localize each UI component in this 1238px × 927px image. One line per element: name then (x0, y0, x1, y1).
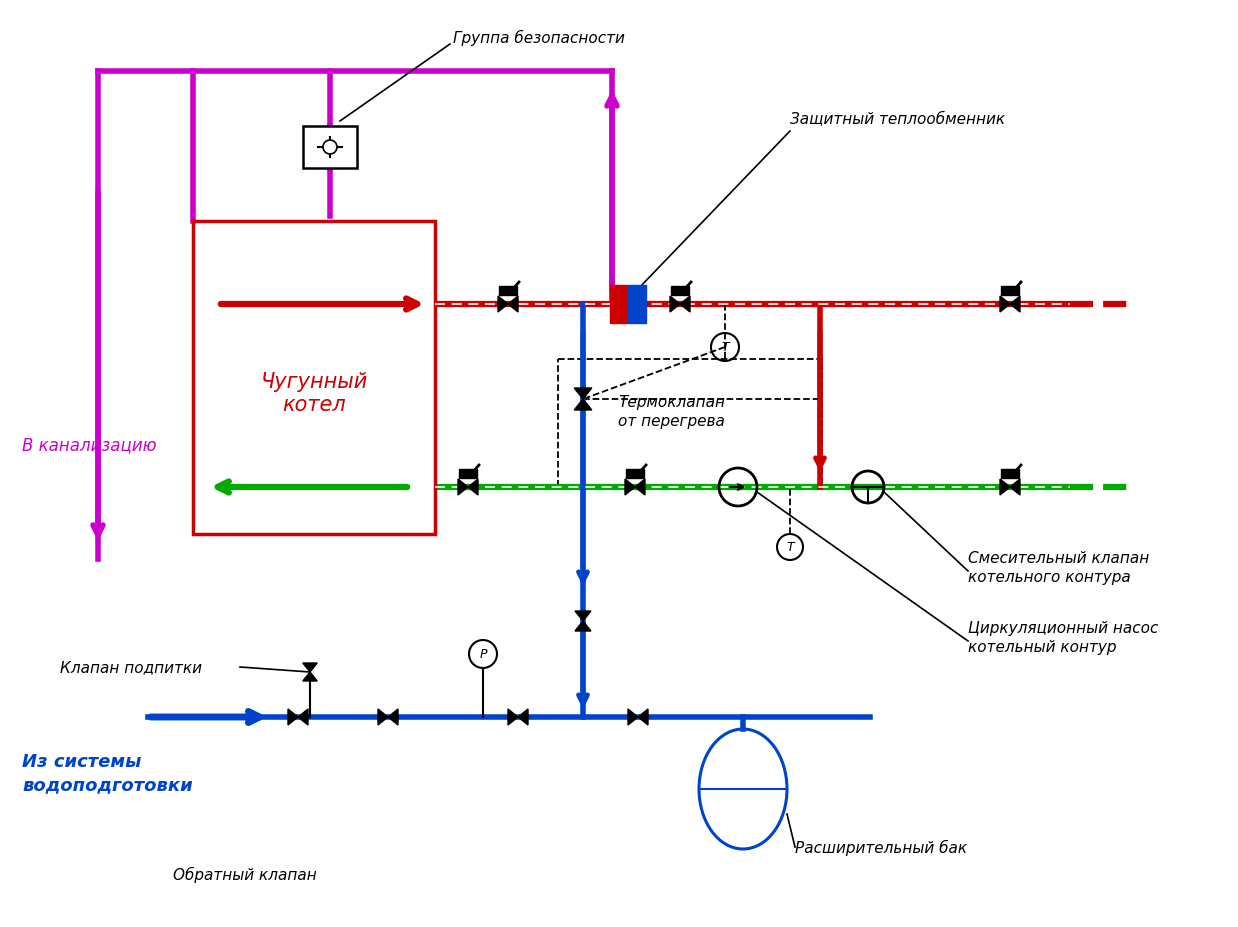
Polygon shape (298, 709, 308, 725)
Polygon shape (574, 621, 591, 631)
Polygon shape (574, 611, 591, 621)
Circle shape (323, 141, 337, 155)
Bar (1002, 286, 1019, 295)
Text: T: T (722, 341, 729, 354)
Polygon shape (628, 709, 638, 725)
Polygon shape (508, 297, 517, 312)
Bar (628, 286, 646, 324)
Text: В канализацию: В канализацию (22, 436, 157, 453)
Text: Клапан подпитки: Клапан подпитки (59, 660, 202, 675)
Polygon shape (1000, 479, 1010, 495)
Text: Смесительный клапан
котельного контура: Смесительный клапан котельного контура (968, 551, 1149, 584)
Polygon shape (670, 297, 680, 312)
Bar (193, 222, 435, 535)
Bar (1002, 469, 1019, 478)
Text: Чугунный
котел: Чугунный котел (260, 372, 368, 414)
Bar (459, 469, 477, 478)
Bar (499, 286, 517, 295)
Bar (303, 127, 357, 169)
Text: T: T (786, 541, 794, 554)
Polygon shape (574, 388, 592, 400)
Text: Расширительный бак: Расширительный бак (795, 839, 967, 855)
Polygon shape (574, 400, 592, 411)
Polygon shape (303, 664, 317, 672)
Polygon shape (288, 709, 298, 725)
Polygon shape (625, 479, 635, 495)
Text: Защитный теплообменник: Защитный теплообменник (790, 112, 1005, 127)
Polygon shape (468, 479, 478, 495)
Text: Группа безопасности: Группа безопасности (453, 30, 625, 46)
Polygon shape (387, 709, 397, 725)
Bar (626, 469, 644, 478)
Polygon shape (498, 297, 508, 312)
Polygon shape (1010, 479, 1020, 495)
Polygon shape (1000, 297, 1010, 312)
Polygon shape (303, 672, 317, 681)
Bar (671, 286, 690, 295)
Text: Термоклапан
от перегрева: Термоклапан от перегрева (618, 395, 725, 428)
Text: Циркуляционный насос
котельный контур: Циркуляционный насос котельный контур (968, 620, 1159, 654)
Text: Обратный клапан: Обратный клапан (173, 866, 317, 883)
Bar (610, 286, 628, 324)
Polygon shape (378, 709, 387, 725)
Text: водоподготовки: водоподготовки (22, 775, 193, 794)
Polygon shape (458, 479, 468, 495)
Polygon shape (1010, 297, 1020, 312)
Polygon shape (680, 297, 690, 312)
Polygon shape (635, 479, 645, 495)
Text: P: P (479, 648, 487, 661)
Text: Из системы: Из системы (22, 752, 141, 770)
Polygon shape (508, 709, 517, 725)
Polygon shape (517, 709, 527, 725)
Polygon shape (638, 709, 647, 725)
